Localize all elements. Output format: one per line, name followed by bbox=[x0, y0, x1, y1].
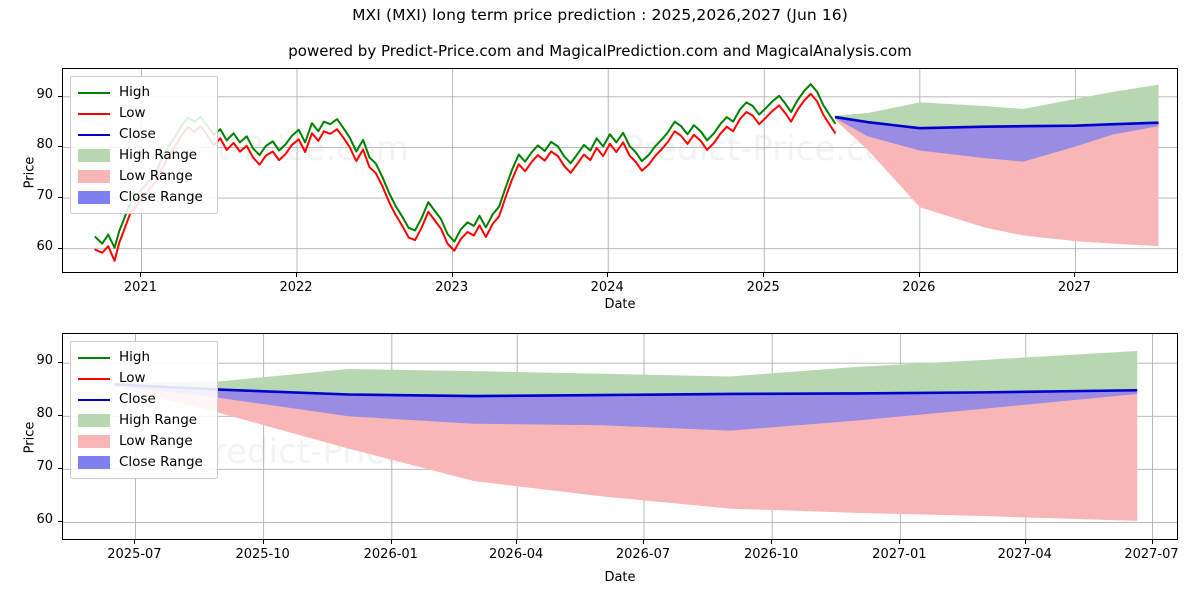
legend-swatch-close-range bbox=[78, 456, 110, 469]
x-tick-label: 2025 bbox=[746, 280, 780, 295]
legend-swatch-high-range bbox=[78, 414, 110, 427]
y-tick-mark bbox=[58, 362, 62, 364]
page-title: MXI (MXI) long term price prediction : 2… bbox=[352, 6, 848, 24]
y-tick-mark bbox=[58, 415, 62, 417]
x-tick-mark bbox=[390, 540, 392, 544]
legend-label-close-range: Close Range bbox=[119, 453, 203, 470]
legend-item-high-range: High Range bbox=[78, 410, 208, 431]
x-tick-mark bbox=[899, 540, 901, 544]
x-tick-mark bbox=[1024, 540, 1026, 544]
x-tick-label: 2027-07 bbox=[1124, 547, 1179, 562]
legend-swatch-low-range bbox=[78, 435, 110, 448]
top-chart-panel: Price Date Predict-Price.com Predict-Pri… bbox=[23, 68, 1178, 312]
legend-item-close: Close bbox=[78, 124, 208, 145]
y-tick-label: 90 bbox=[36, 353, 53, 369]
legend-item-high-range: High Range bbox=[78, 145, 208, 166]
legend-label-low-range: Low Range bbox=[119, 432, 193, 449]
legend-label-low-range: Low Range bbox=[119, 167, 193, 184]
y-tick-label: 60 bbox=[36, 238, 53, 254]
bottom-plot-area: Predict-Price.com Predict-Price.com bbox=[62, 333, 1178, 540]
x-tick-mark bbox=[642, 540, 644, 544]
x-tick-mark bbox=[1151, 540, 1153, 544]
legend-item-close-range: Close Range bbox=[78, 452, 208, 473]
legend-label-close-range: Close Range bbox=[119, 188, 203, 205]
x-tick-label: 2026-07 bbox=[615, 547, 671, 562]
x-tick-mark bbox=[516, 540, 518, 544]
top-plot-area: Predict-Price.com Predict-Price.com Pred… bbox=[62, 68, 1178, 273]
y-tick-mark bbox=[58, 146, 62, 148]
y-tick-label: 60 bbox=[36, 512, 53, 528]
bottom-chart-svg bbox=[63, 334, 1177, 539]
x-tick-mark bbox=[763, 273, 765, 277]
x-tick-mark bbox=[296, 273, 298, 277]
y-tick-label: 90 bbox=[36, 86, 53, 102]
x-tick-mark bbox=[451, 273, 453, 277]
y-tick-label: 80 bbox=[36, 137, 53, 153]
x-tick-label: 2026-04 bbox=[489, 547, 544, 562]
x-tick-mark bbox=[262, 540, 264, 544]
legend-label-low: Low bbox=[119, 104, 146, 121]
y-tick-mark bbox=[58, 468, 62, 470]
legend-label-close: Close bbox=[119, 125, 156, 142]
x-tick-mark bbox=[607, 273, 609, 277]
legend-swatch-close-range bbox=[78, 191, 110, 204]
legend-item-close-range: Close Range bbox=[78, 187, 208, 208]
x-tick-mark bbox=[1074, 273, 1076, 277]
legend-label-high: High bbox=[119, 348, 151, 365]
x-tick-label: 2022 bbox=[279, 280, 313, 295]
x-tick-label: 2026-10 bbox=[743, 547, 799, 562]
x-tick-label: 2027 bbox=[1057, 280, 1091, 295]
legend-swatch-high-line bbox=[78, 356, 110, 359]
x-tick-label: 2021 bbox=[123, 280, 157, 295]
legend-item-high: High bbox=[78, 347, 208, 368]
legend-item-close: Close bbox=[78, 389, 208, 410]
y-tick-label: 70 bbox=[36, 459, 53, 475]
legend-label-high-range: High Range bbox=[119, 411, 198, 428]
top-x-axis-label: Date bbox=[604, 297, 636, 312]
x-tick-label: 2027-04 bbox=[997, 547, 1052, 562]
x-tick-label: 2025-10 bbox=[235, 547, 290, 562]
bottom-legend: High Low Close High Range Low Range Clos… bbox=[70, 341, 218, 479]
legend-swatch-close-line bbox=[78, 133, 110, 136]
legend-swatch-low-range bbox=[78, 170, 110, 183]
legend-item-high: High bbox=[78, 82, 208, 103]
y-tick-label: 70 bbox=[36, 188, 53, 204]
legend-label-low: Low bbox=[119, 369, 146, 386]
legend-swatch-low-line bbox=[78, 377, 110, 380]
x-tick-mark bbox=[140, 273, 142, 277]
page-subtitle: powered by Predict-Price.com and Magical… bbox=[288, 42, 912, 60]
x-tick-mark bbox=[771, 540, 773, 544]
legend-swatch-high-range bbox=[78, 149, 110, 162]
x-tick-mark bbox=[134, 540, 136, 544]
x-tick-label: 2024 bbox=[590, 280, 624, 295]
x-tick-label: 2025-07 bbox=[107, 547, 162, 562]
y-tick-mark bbox=[58, 95, 62, 97]
legend-swatch-high-line bbox=[78, 91, 110, 94]
legend-item-low: Low bbox=[78, 103, 208, 124]
legend-item-low-range: Low Range bbox=[78, 431, 208, 452]
bottom-chart-panel: Price Date Predict-Price.com Predict-Pri… bbox=[0, 320, 1200, 600]
bottom-x-axis-label: Date bbox=[604, 570, 636, 585]
y-tick-mark bbox=[58, 197, 62, 199]
x-tick-label: 2026 bbox=[902, 280, 936, 295]
top-chart-svg bbox=[63, 69, 1177, 272]
legend-label-high-range: High Range bbox=[119, 146, 198, 163]
x-tick-label: 2023 bbox=[435, 280, 469, 295]
y-tick-label: 80 bbox=[36, 406, 53, 422]
legend-swatch-low-line bbox=[78, 112, 110, 115]
x-tick-label: 2026-01 bbox=[363, 547, 418, 562]
y-tick-mark bbox=[58, 521, 62, 523]
top-legend: High Low Close High Range Low Range Clos… bbox=[70, 76, 218, 214]
y-tick-mark bbox=[58, 247, 62, 249]
legend-label-high: High bbox=[119, 83, 151, 100]
legend-swatch-close-line bbox=[78, 398, 110, 401]
x-tick-mark bbox=[918, 273, 920, 277]
legend-item-low: Low bbox=[78, 368, 208, 389]
legend-item-low-range: Low Range bbox=[78, 166, 208, 187]
x-tick-label: 2027-01 bbox=[872, 547, 927, 562]
legend-label-close: Close bbox=[119, 390, 156, 407]
